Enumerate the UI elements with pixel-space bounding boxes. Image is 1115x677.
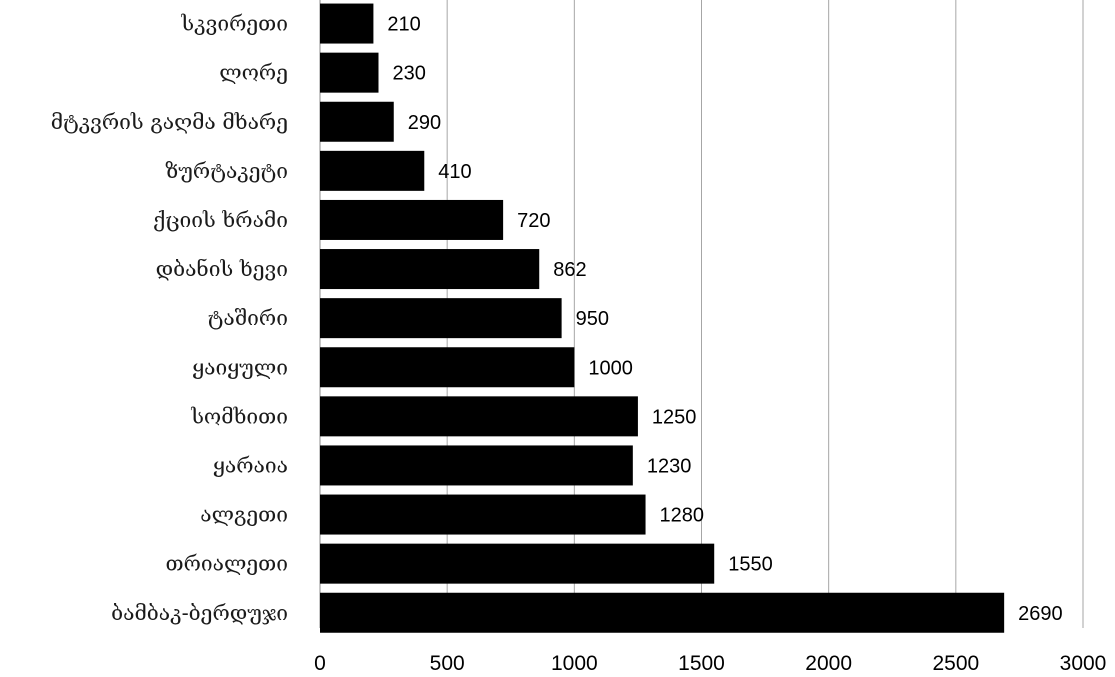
x-tick-label: 2000	[805, 652, 852, 675]
x-tick-label: 1000	[551, 652, 598, 675]
x-tick-label: 3000	[1060, 652, 1107, 675]
x-axis-tick-labels: 0 500 1000 1500 2000 2500 3000	[314, 652, 1106, 675]
x-tick-label: 0	[314, 652, 326, 675]
bar-6	[320, 298, 562, 339]
value-label: 1280	[660, 505, 705, 527]
bar-4	[320, 199, 504, 240]
value-label: 1000	[588, 357, 633, 379]
bar-0	[320, 3, 374, 44]
value-label: 862	[553, 259, 586, 281]
category-label: ზურტაკეტი	[165, 159, 288, 183]
value-label: 410	[438, 161, 471, 183]
bar-10	[320, 494, 646, 535]
bar-12	[320, 592, 1005, 633]
category-label: ლორე	[219, 61, 288, 85]
x-tick-label: 1500	[678, 652, 725, 675]
category-label: ალგეთი	[200, 503, 288, 527]
category-label: სკვირეთი	[180, 12, 288, 36]
value-label: 230	[392, 63, 425, 85]
bars	[320, 3, 1005, 633]
value-label: 290	[408, 112, 441, 134]
value-label: 950	[576, 308, 609, 330]
bar-11	[320, 543, 715, 584]
category-label: ბამბაკ-ბერდუჯი	[111, 601, 288, 625]
value-label: 1250	[652, 406, 697, 428]
bar-9	[320, 445, 633, 486]
bar-3	[320, 150, 425, 191]
category-label: სომხითი	[190, 404, 288, 428]
category-label: ყარაია	[213, 453, 288, 477]
bar-2	[320, 101, 394, 142]
value-labels: 210 230 290 410 720 862 950 1000 1250 1230 1280 155…	[387, 14, 1062, 625]
bar-1	[320, 52, 379, 93]
x-tick-label: 500	[430, 652, 465, 675]
value-label: 2690	[1018, 603, 1063, 625]
bar-7	[320, 347, 575, 388]
category-labels: სკვირეთი ლორე მტკვრის გაღმა მხარე ზურტაკეტი…	[51, 12, 288, 625]
category-label: მტკვრის გაღმა მხარე	[51, 110, 288, 134]
bar-8	[320, 396, 638, 437]
value-label: 1550	[728, 554, 773, 576]
category-label: ქციის ხრამი	[153, 208, 288, 232]
value-label: 720	[517, 210, 550, 232]
grid-lines	[319, 0, 1084, 628]
category-label: ტაშირი	[208, 306, 288, 330]
category-label: ყაიყული	[192, 355, 288, 379]
category-label: თრიალეთი	[166, 552, 288, 576]
value-label: 210	[387, 14, 420, 36]
value-label: 1230	[647, 455, 692, 477]
x-tick-label: 2500	[932, 652, 979, 675]
category-label: დბანის ხევი	[156, 257, 288, 281]
bar-5	[320, 249, 540, 290]
